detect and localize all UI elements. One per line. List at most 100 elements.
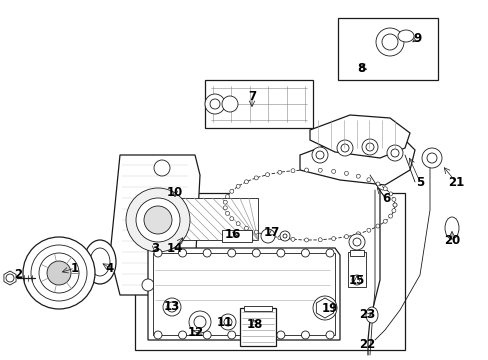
Text: 9: 9 — [413, 31, 421, 45]
Circle shape — [194, 316, 205, 328]
Circle shape — [381, 34, 397, 50]
Circle shape — [236, 184, 240, 188]
Circle shape — [290, 169, 294, 173]
Circle shape — [254, 176, 258, 180]
Text: 18: 18 — [246, 319, 263, 332]
Circle shape — [392, 203, 396, 207]
Circle shape — [383, 219, 386, 223]
Circle shape — [366, 178, 370, 182]
Circle shape — [375, 224, 379, 228]
Bar — [349, 250, 363, 256]
Text: 19: 19 — [321, 302, 338, 315]
Circle shape — [31, 245, 87, 301]
Circle shape — [229, 189, 233, 193]
Circle shape — [220, 314, 236, 330]
Circle shape — [383, 187, 386, 191]
Circle shape — [283, 234, 286, 238]
Circle shape — [6, 274, 14, 282]
Ellipse shape — [90, 248, 110, 276]
Ellipse shape — [365, 307, 377, 323]
Ellipse shape — [444, 217, 458, 239]
Circle shape — [203, 331, 211, 339]
Circle shape — [356, 232, 360, 236]
Circle shape — [178, 249, 186, 257]
Polygon shape — [148, 248, 339, 340]
Circle shape — [344, 171, 348, 175]
Ellipse shape — [397, 30, 413, 42]
Text: 12: 12 — [187, 325, 203, 338]
Text: 3: 3 — [151, 242, 159, 255]
Circle shape — [265, 233, 269, 237]
Circle shape — [344, 235, 348, 239]
Circle shape — [340, 144, 348, 152]
Circle shape — [204, 94, 224, 114]
Circle shape — [154, 160, 170, 176]
Bar — [153, 253, 334, 335]
Circle shape — [163, 298, 181, 316]
Circle shape — [223, 206, 227, 210]
Circle shape — [143, 206, 172, 234]
Circle shape — [236, 222, 240, 226]
Circle shape — [280, 231, 289, 241]
Circle shape — [136, 198, 180, 242]
Circle shape — [352, 238, 360, 246]
Bar — [222, 230, 251, 242]
Circle shape — [277, 236, 281, 240]
Circle shape — [351, 275, 361, 285]
Circle shape — [167, 302, 177, 312]
Circle shape — [315, 151, 324, 159]
Circle shape — [312, 296, 336, 320]
Circle shape — [254, 230, 258, 234]
Circle shape — [229, 217, 233, 221]
Circle shape — [388, 214, 392, 218]
Circle shape — [361, 139, 377, 155]
Text: 1: 1 — [71, 261, 79, 274]
Text: 7: 7 — [247, 90, 256, 104]
Bar — [204, 80, 312, 128]
Circle shape — [178, 331, 186, 339]
Circle shape — [276, 331, 285, 339]
Circle shape — [252, 331, 260, 339]
Circle shape — [261, 229, 274, 243]
Text: 5: 5 — [415, 175, 423, 189]
Circle shape — [276, 249, 285, 257]
Circle shape — [304, 168, 308, 172]
Circle shape — [348, 234, 364, 250]
Text: 15: 15 — [348, 274, 365, 287]
Circle shape — [154, 331, 162, 339]
Circle shape — [301, 249, 309, 257]
Circle shape — [252, 249, 260, 257]
Bar — [244, 306, 271, 311]
Bar — [140, 198, 258, 240]
Polygon shape — [110, 155, 200, 295]
Text: 23: 23 — [358, 309, 374, 321]
Circle shape — [244, 226, 248, 230]
Circle shape — [224, 318, 231, 326]
Text: 13: 13 — [163, 301, 180, 314]
Polygon shape — [4, 271, 16, 285]
Text: 6: 6 — [381, 192, 389, 204]
Circle shape — [365, 143, 373, 151]
Circle shape — [390, 149, 398, 157]
Circle shape — [227, 249, 235, 257]
Text: 20: 20 — [443, 234, 459, 247]
Circle shape — [391, 208, 395, 213]
Circle shape — [23, 237, 95, 309]
Bar — [240, 308, 275, 346]
Text: 2: 2 — [14, 269, 22, 282]
Circle shape — [265, 173, 269, 177]
Circle shape — [244, 180, 248, 184]
Bar — [337, 18, 437, 80]
Text: 17: 17 — [264, 226, 280, 239]
Ellipse shape — [84, 240, 116, 284]
Circle shape — [222, 96, 238, 112]
Circle shape — [392, 203, 396, 207]
Circle shape — [386, 145, 402, 161]
Circle shape — [421, 148, 441, 168]
Text: 10: 10 — [166, 186, 183, 199]
Circle shape — [318, 238, 322, 242]
Text: 4: 4 — [106, 261, 114, 274]
Circle shape — [356, 174, 360, 178]
Circle shape — [426, 153, 436, 163]
Text: 21: 21 — [447, 175, 463, 189]
